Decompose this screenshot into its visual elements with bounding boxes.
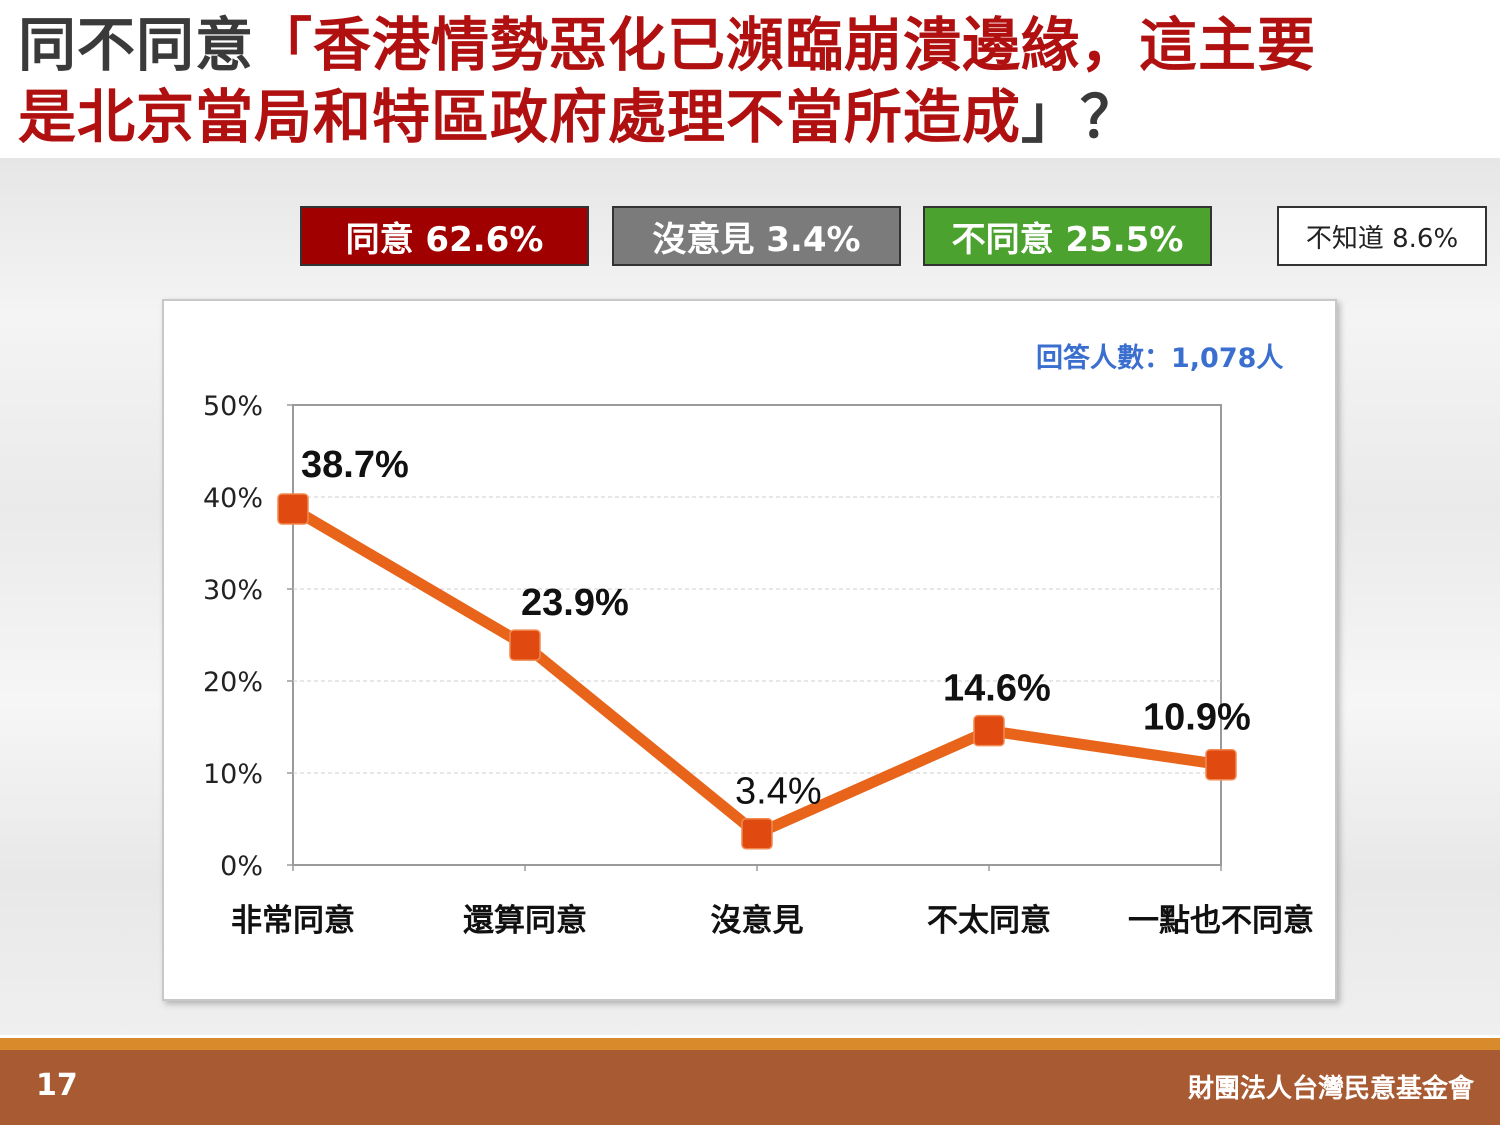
y-tick-label: 50% — [203, 391, 263, 422]
title-prefix: 同不同意 — [18, 11, 255, 79]
data-point-marker — [509, 629, 541, 661]
y-tick-label: 40% — [203, 483, 263, 514]
page-title-line-2: 是北京當局和特區政府處理不當所造成」？ — [18, 82, 1139, 152]
y-tick-label: 20% — [203, 667, 263, 698]
footer-accent-line — [0, 1038, 1500, 1050]
data-label: 10.9% — [1143, 697, 1251, 739]
footer-bar — [0, 1050, 1500, 1125]
x-category-label: 非常同意 — [231, 903, 355, 939]
sample-size-note: 回答人數：1,078人 — [1036, 343, 1284, 374]
title-bar: 同不同意「香港情勢惡化已瀕臨崩潰邊緣，這主要 是北京當局和特區政府處理不當所造成… — [0, 0, 1500, 158]
data-label: 38.7% — [301, 444, 409, 486]
legend-no-opinion: 沒意見 3.4% — [612, 206, 901, 266]
legend-disagree: 不同意 25.5% — [923, 206, 1212, 266]
legend-agree: 同意 62.6% — [300, 206, 589, 266]
y-tick-label: 30% — [203, 575, 263, 606]
legend-dont-know: 不知道 8.6% — [1277, 206, 1487, 266]
data-point-marker — [741, 817, 773, 850]
x-category-label: 不太同意 — [927, 903, 1051, 939]
y-tick-label: 0% — [220, 851, 263, 882]
x-category-label: 沒意見 — [711, 903, 804, 939]
x-category-label: 一點也不同意 — [1128, 903, 1314, 939]
y-tick-label: 10% — [203, 759, 263, 790]
data-label: 14.6% — [943, 668, 1051, 710]
chart-panel — [162, 299, 1337, 1001]
title-suffix: 」？ — [1021, 83, 1140, 151]
title-main-1: 「香港情勢惡化已瀕臨崩潰邊緣，這主要 — [254, 11, 1317, 79]
page-title-line-1: 同不同意「香港情勢惡化已瀕臨崩潰邊緣，這主要 — [18, 10, 1316, 80]
data-point-marker — [973, 714, 1005, 747]
data-label: 3.4% — [735, 771, 822, 813]
page-number: 17 — [36, 1068, 78, 1103]
data-point-marker — [1205, 748, 1237, 781]
data-label: 23.9% — [521, 582, 629, 624]
x-category-label: 還算同意 — [463, 903, 587, 939]
title-main-2: 是北京當局和特區政府處理不當所造成 — [18, 83, 1022, 151]
data-point-marker — [277, 493, 309, 525]
organization-name: 財團法人台灣民意基金會 — [1187, 1074, 1474, 1104]
